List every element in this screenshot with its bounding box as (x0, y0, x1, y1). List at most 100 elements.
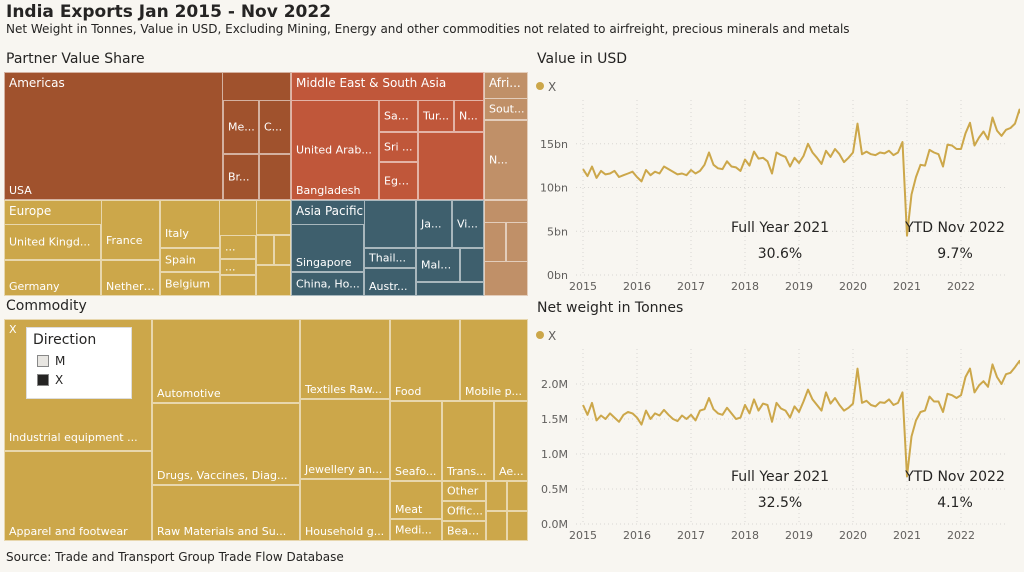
commodity-label: Beau... (447, 524, 486, 538)
country-tile[interactable]: United Kingd... (4, 224, 101, 260)
country-tile[interactable] (460, 248, 484, 282)
country-tile[interactable] (259, 154, 291, 200)
commodity-tile[interactable]: Ae... (494, 401, 528, 481)
country-tile[interactable]: Tur... (418, 100, 454, 132)
country-tile[interactable]: ... (220, 235, 256, 259)
country-label: Thail... (369, 251, 407, 265)
commodity-tile[interactable]: Medi... (390, 519, 442, 541)
country-tile[interactable]: Egypt (379, 162, 418, 200)
annotation-value: 4.1% (937, 495, 973, 511)
country-tile[interactable]: Sout... (484, 98, 528, 120)
series-line-x[interactable] (582, 108, 1020, 237)
country-tile[interactable] (418, 132, 484, 200)
source-note: Source: Trade and Transport Group Trade … (6, 550, 344, 564)
commodity-label: Ae... (499, 465, 524, 478)
partner-treemap-title: Partner Value Share (6, 51, 145, 67)
commodity-label: Meat (395, 503, 423, 516)
x-tick-label: 2022 (947, 529, 975, 542)
commodity-tile[interactable] (486, 511, 507, 541)
commodity-label: Jewellery an... (305, 463, 383, 476)
country-tile[interactable] (484, 222, 506, 262)
country-tile[interactable]: United Arab... Bangladesh (291, 100, 379, 200)
net-weight-line-chart[interactable]: X 0.0M 0.5M 1.0M 1.5M 2.0M 2015 2016 2017 2018 201… (530, 321, 1020, 543)
country-tile[interactable]: Singapore (291, 224, 364, 272)
country-tile[interactable]: Austr... (364, 268, 416, 296)
country-tile[interactable] (256, 265, 291, 296)
legend-item-x[interactable]: X (37, 373, 63, 387)
commodity-tile[interactable] (507, 511, 528, 541)
country-tile[interactable]: Spain (160, 248, 220, 272)
partner-treemap[interactable]: Americas Americas USA Me... C... Br... M… (4, 72, 528, 296)
country-tile[interactable]: Me... (223, 100, 259, 154)
commodity-tile[interactable]: Seafo... (390, 401, 442, 481)
country-tile[interactable] (364, 200, 416, 248)
country-tile[interactable]: Br... (223, 154, 259, 200)
commodity-tile[interactable]: Apparel and footwear (4, 451, 152, 541)
legend-title: Direction (33, 332, 97, 348)
country-tile[interactable]: N... (454, 100, 484, 132)
commodity-tile[interactable] (507, 481, 528, 511)
commodity-label: Trans... (447, 465, 487, 478)
x-tick-label: 2016 (623, 529, 651, 542)
country-tile[interactable] (256, 235, 274, 265)
legend-label: X (55, 373, 64, 387)
commodity-tile[interactable]: Mobile p... (460, 319, 528, 401)
country-tile[interactable] (416, 282, 484, 296)
country-label: Vi... (457, 217, 478, 231)
commodity-label: Food (395, 385, 422, 398)
country-tile[interactable] (506, 222, 528, 262)
country-label: Egypt (384, 174, 416, 188)
country-tile[interactable]: Netherl... (101, 260, 160, 296)
country-tile[interactable]: Vi... (452, 200, 484, 248)
commodity-tile[interactable]: Raw Materials and Su... (152, 485, 300, 541)
x-tick-label: 2015 (569, 280, 597, 293)
country-label: ... (225, 240, 236, 254)
page-title: India Exports Jan 2015 - Nov 2022 (6, 2, 332, 22)
series-line-x[interactable] (582, 359, 1020, 478)
page-subtitle: Net Weight in Tonnes, Value in USD, Excl… (6, 22, 850, 36)
country-tile[interactable]: N... (484, 120, 528, 200)
country-tile[interactable]: Americas USA (4, 72, 223, 200)
commodity-tile[interactable]: Drugs, Vaccines, Diag... (152, 403, 300, 485)
region-label: Europe (9, 204, 52, 218)
country-tile[interactable] (256, 200, 291, 235)
country-tile[interactable]: Belgium (160, 272, 220, 296)
direction-legend[interactable]: Direction M X (26, 327, 132, 399)
annotation-label: YTD Nov 2022 (904, 220, 1005, 236)
commodity-tile[interactable]: Meat (390, 481, 442, 519)
region-label: Asia Pacific (296, 204, 364, 218)
country-tile[interactable]: ... (220, 259, 256, 275)
commodity-tile[interactable] (486, 481, 507, 511)
commodity-tile[interactable]: Automotive (152, 319, 300, 403)
country-tile[interactable]: Ja... (416, 200, 452, 248)
country-label: United Arab... (296, 143, 372, 157)
country-tile[interactable] (220, 275, 256, 296)
value-usd-line-chart[interactable]: X 0bn 5bn 10bn 15bn 2015 2016 2017 2018 2019 2020 2… (530, 72, 1020, 294)
country-tile[interactable]: Mala... (416, 248, 460, 282)
legend-item-m[interactable]: M (37, 354, 65, 368)
commodity-tile[interactable]: Textiles Raw... (300, 319, 390, 399)
commodity-tile[interactable]: Offic... (442, 501, 486, 521)
commodity-tile[interactable]: Jewellery an... (300, 399, 390, 479)
country-tile[interactable]: Sau... (379, 100, 418, 132)
country-label: Spain (165, 253, 196, 267)
country-tile[interactable]: China, Ho... (291, 272, 364, 296)
commodity-tile[interactable]: Beau... (442, 521, 486, 541)
country-tile[interactable] (274, 235, 291, 265)
commodity-tile[interactable]: Other (442, 481, 486, 501)
x-tick-label: 2021 (893, 280, 921, 293)
commodity-tile[interactable]: Household g... (300, 479, 390, 541)
y-tick-label: 1.5M (541, 413, 568, 426)
country-tile[interactable]: Thail... (364, 248, 416, 268)
x-tick-label: 2020 (839, 280, 867, 293)
country-label: France (106, 234, 143, 247)
country-tile[interactable]: France (101, 200, 160, 260)
country-tile[interactable]: Italy (160, 200, 220, 248)
x-tick-label: 2019 (785, 280, 813, 293)
country-tile[interactable]: Sri ... (379, 132, 418, 162)
country-label: United Kingd... (9, 235, 91, 249)
commodity-tile[interactable]: Trans... (442, 401, 494, 481)
commodity-tile[interactable]: Food (390, 319, 460, 401)
country-tile[interactable]: C... (259, 100, 291, 154)
country-tile[interactable]: Germany (4, 260, 101, 296)
